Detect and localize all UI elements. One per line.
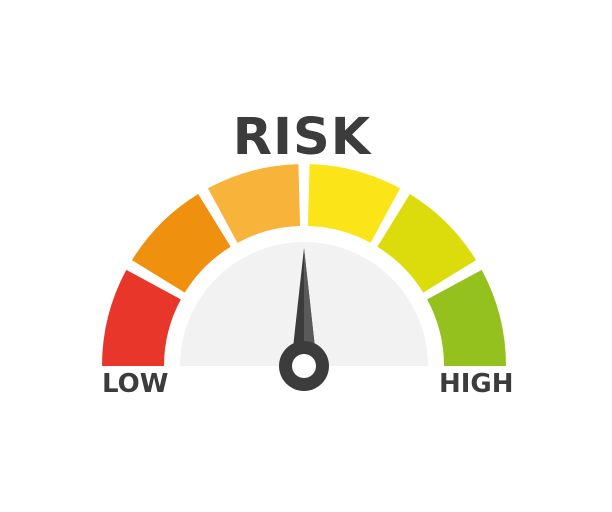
gauge-segment-4 — [307, 164, 401, 243]
gauge-segments — [102, 164, 506, 366]
needle-highlight — [304, 248, 317, 366]
gauge-needle — [279, 248, 329, 391]
gauge-segment-1 — [102, 269, 181, 366]
gauge-segment-6 — [427, 269, 506, 366]
gauge-segment-2 — [131, 193, 231, 293]
high-label: HIGH — [439, 369, 514, 399]
gauge-title: RISK — [232, 108, 372, 167]
gauge-segment-3 — [207, 164, 301, 243]
low-label: LOW — [102, 369, 169, 399]
needle-hub-hole — [292, 354, 316, 378]
gauge-segment-5 — [377, 193, 477, 293]
